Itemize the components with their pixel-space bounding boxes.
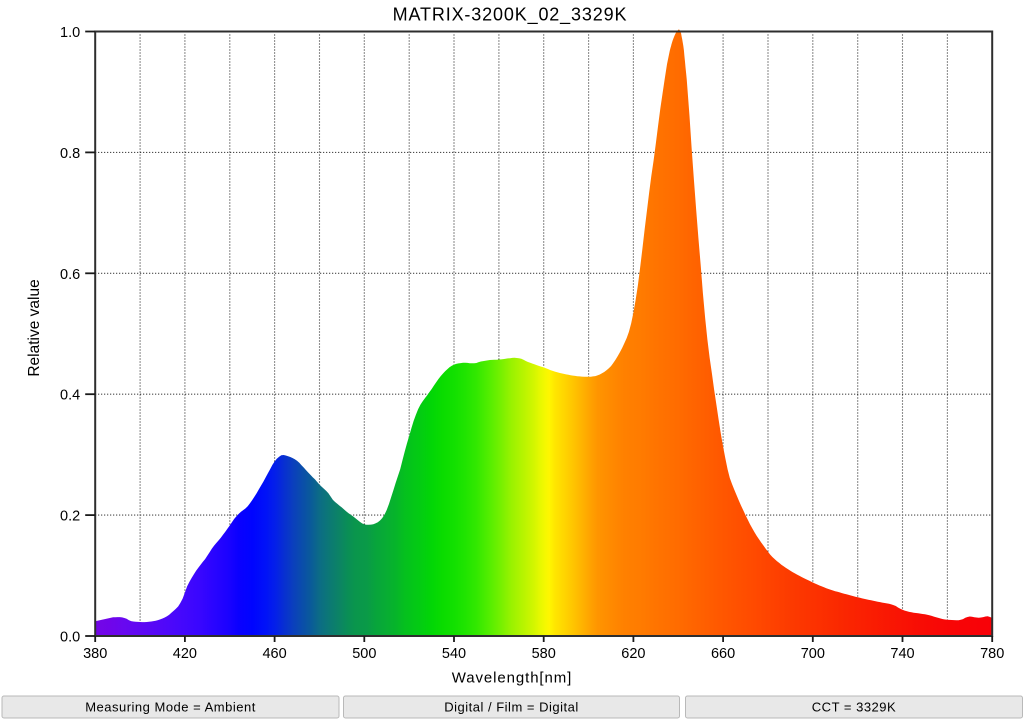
svg-text:Digital / Film = Digital: Digital / Film = Digital — [444, 700, 578, 715]
svg-text:420: 420 — [173, 646, 197, 662]
svg-text:580: 580 — [532, 646, 556, 662]
svg-text:0.4: 0.4 — [60, 388, 80, 404]
svg-text:460: 460 — [262, 646, 286, 662]
svg-text:380: 380 — [83, 646, 107, 662]
svg-text:620: 620 — [621, 646, 645, 662]
svg-text:MATRIX-3200K_02_3329K: MATRIX-3200K_02_3329K — [393, 5, 628, 26]
svg-text:660: 660 — [711, 646, 735, 662]
svg-text:0.2: 0.2 — [60, 509, 80, 525]
svg-text:540: 540 — [442, 646, 466, 662]
svg-text:CCT = 3329K: CCT = 3329K — [812, 700, 896, 715]
svg-text:740: 740 — [890, 646, 914, 662]
svg-text:0.6: 0.6 — [60, 267, 80, 283]
svg-text:1.0: 1.0 — [60, 25, 80, 41]
svg-text:Measuring Mode = Ambient: Measuring Mode = Ambient — [85, 700, 256, 715]
svg-text:Relative value: Relative value — [26, 279, 43, 376]
svg-text:500: 500 — [352, 646, 376, 662]
svg-text:0.8: 0.8 — [60, 146, 80, 162]
svg-text:Wavelength[nm]: Wavelength[nm] — [452, 670, 572, 687]
svg-text:0.0: 0.0 — [60, 630, 80, 646]
svg-text:780: 780 — [980, 646, 1004, 662]
svg-text:700: 700 — [801, 646, 825, 662]
